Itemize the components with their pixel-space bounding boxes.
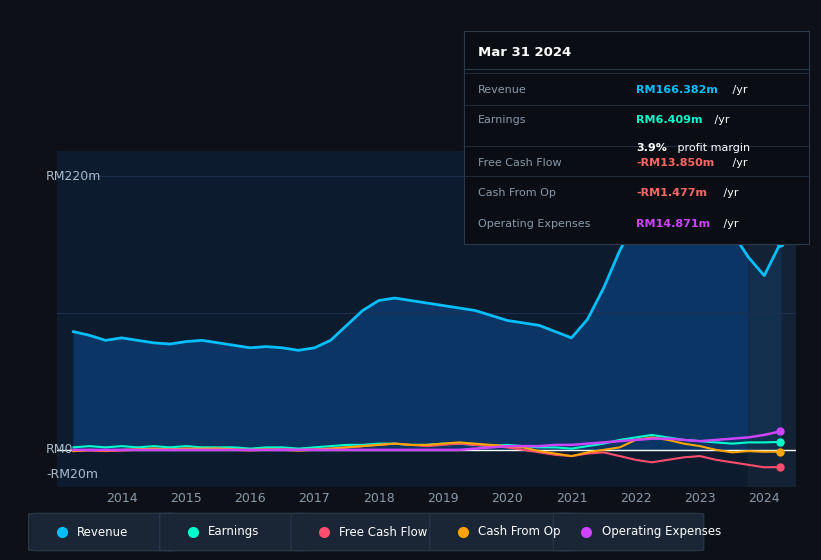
- FancyBboxPatch shape: [160, 513, 310, 551]
- Text: Operating Expenses: Operating Expenses: [478, 220, 590, 230]
- FancyBboxPatch shape: [29, 513, 179, 551]
- Text: Earnings: Earnings: [478, 115, 526, 125]
- Text: Earnings: Earnings: [209, 525, 259, 539]
- Text: /yr: /yr: [729, 85, 748, 95]
- Text: RM6.409m: RM6.409m: [636, 115, 703, 125]
- Text: Cash From Op: Cash From Op: [479, 525, 561, 539]
- Text: Revenue: Revenue: [77, 525, 128, 539]
- Text: RM166.382m: RM166.382m: [636, 85, 718, 95]
- Text: /yr: /yr: [720, 188, 739, 198]
- Text: -RM13.850m: -RM13.850m: [636, 158, 714, 168]
- Text: RM0: RM0: [46, 444, 73, 456]
- Bar: [748, 151, 796, 487]
- Text: /yr: /yr: [729, 158, 748, 168]
- Text: /yr: /yr: [711, 115, 729, 125]
- Text: RM14.871m: RM14.871m: [636, 220, 710, 230]
- Text: Cash From Op: Cash From Op: [478, 188, 556, 198]
- Text: -RM20m: -RM20m: [46, 468, 98, 481]
- Text: /yr: /yr: [720, 220, 739, 230]
- Text: Free Cash Flow: Free Cash Flow: [340, 525, 428, 539]
- Text: Revenue: Revenue: [478, 85, 526, 95]
- FancyBboxPatch shape: [430, 513, 580, 551]
- FancyBboxPatch shape: [553, 513, 704, 551]
- Text: 3.9%: 3.9%: [636, 143, 667, 153]
- Text: Operating Expenses: Operating Expenses: [602, 525, 721, 539]
- Text: -RM1.477m: -RM1.477m: [636, 188, 707, 198]
- Text: profit margin: profit margin: [673, 143, 750, 153]
- FancyBboxPatch shape: [291, 513, 442, 551]
- Text: Mar 31 2024: Mar 31 2024: [478, 46, 571, 59]
- Text: Free Cash Flow: Free Cash Flow: [478, 158, 562, 168]
- Text: RM220m: RM220m: [46, 170, 101, 183]
